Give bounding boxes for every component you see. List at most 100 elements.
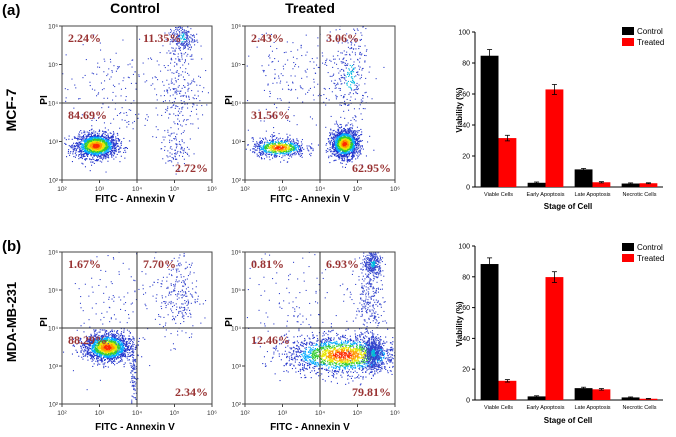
event-dot xyxy=(287,88,289,90)
event-dot xyxy=(81,139,83,141)
event-dot xyxy=(184,47,186,49)
event-dot xyxy=(340,136,342,138)
event-dot xyxy=(343,50,345,52)
event-dot xyxy=(106,143,108,145)
event-dot xyxy=(189,19,190,20)
event-dot xyxy=(353,61,355,63)
event-dot xyxy=(266,156,268,158)
event-dot xyxy=(330,133,332,135)
event-dot xyxy=(102,159,104,161)
event-dot xyxy=(280,147,282,149)
event-dot xyxy=(328,140,330,142)
event-dot xyxy=(81,143,83,145)
event-dot xyxy=(280,145,282,147)
event-dot xyxy=(357,140,359,142)
event-dot xyxy=(301,55,303,57)
event-dot xyxy=(99,140,101,142)
event-dot xyxy=(359,61,361,63)
event-dot xyxy=(101,89,103,91)
event-dot xyxy=(104,147,106,149)
event-dot xyxy=(104,148,106,150)
quadrant-lower-right: 2.72% xyxy=(175,161,208,175)
event-dot xyxy=(334,155,336,157)
event-dot xyxy=(278,145,280,147)
event-dot xyxy=(343,69,345,71)
event-dot xyxy=(351,141,353,143)
event-dot xyxy=(173,53,175,55)
event-dot xyxy=(91,72,93,74)
event-dot xyxy=(106,141,108,143)
event-dot xyxy=(346,133,348,135)
event-dot xyxy=(275,137,277,139)
event-dot xyxy=(340,142,342,144)
event-dot xyxy=(176,44,178,46)
event-dot xyxy=(356,89,358,91)
event-dot xyxy=(280,99,282,101)
event-dot xyxy=(340,104,342,106)
event-dot xyxy=(97,141,99,143)
event-dot xyxy=(347,146,349,148)
event-dot xyxy=(115,156,117,158)
event-dot xyxy=(181,148,183,150)
event-dot xyxy=(190,83,192,85)
event-dot xyxy=(271,144,273,146)
event-dot xyxy=(90,147,92,149)
event-dot xyxy=(95,119,97,121)
event-dot xyxy=(336,137,338,139)
event-dot xyxy=(350,150,352,152)
event-dot xyxy=(82,44,84,46)
event-dot xyxy=(188,95,190,97)
event-dot xyxy=(82,77,84,79)
event-dot xyxy=(97,138,99,140)
event-dot xyxy=(187,36,189,38)
event-dot xyxy=(289,145,291,147)
event-dot xyxy=(340,136,342,138)
event-dot xyxy=(150,57,152,59)
event-dot xyxy=(348,141,350,143)
event-dot xyxy=(135,114,137,116)
event-dot xyxy=(99,66,101,68)
event-dot xyxy=(172,50,174,52)
event-dot xyxy=(74,84,76,86)
event-dot xyxy=(337,137,339,139)
event-dot xyxy=(178,34,180,36)
event-dot xyxy=(173,34,175,36)
event-dot xyxy=(90,161,92,163)
event-dot xyxy=(110,150,112,152)
event-dot xyxy=(273,145,275,147)
event-dot xyxy=(105,144,107,146)
event-dot xyxy=(167,92,169,94)
event-dot xyxy=(117,138,119,140)
event-dot xyxy=(266,152,268,154)
event-dot xyxy=(337,50,339,52)
event-dot xyxy=(270,135,272,137)
event-dot xyxy=(268,150,270,152)
event-dot xyxy=(329,31,331,33)
event-dot xyxy=(354,136,356,138)
event-dot xyxy=(72,146,74,148)
event-dot xyxy=(97,146,99,148)
event-dot xyxy=(117,134,119,136)
event-dot xyxy=(273,148,275,150)
event-dot xyxy=(292,146,294,148)
event-dot xyxy=(113,141,115,143)
event-dot xyxy=(182,155,184,157)
event-dot xyxy=(174,107,176,109)
event-dot xyxy=(101,157,103,159)
event-dot xyxy=(342,140,344,142)
event-dot xyxy=(336,148,338,150)
event-dot xyxy=(114,144,116,146)
event-dot xyxy=(275,16,276,17)
event-dot xyxy=(115,52,117,54)
event-dot xyxy=(164,32,166,34)
event-dot xyxy=(328,157,330,159)
event-dot xyxy=(171,78,173,80)
event-dot xyxy=(310,146,312,148)
event-dot xyxy=(178,90,180,92)
event-dot xyxy=(301,147,303,149)
event-dot xyxy=(288,152,290,154)
event-dot xyxy=(261,140,263,142)
event-dot xyxy=(321,52,323,54)
event-dot xyxy=(83,153,85,155)
event-dot xyxy=(162,158,164,160)
